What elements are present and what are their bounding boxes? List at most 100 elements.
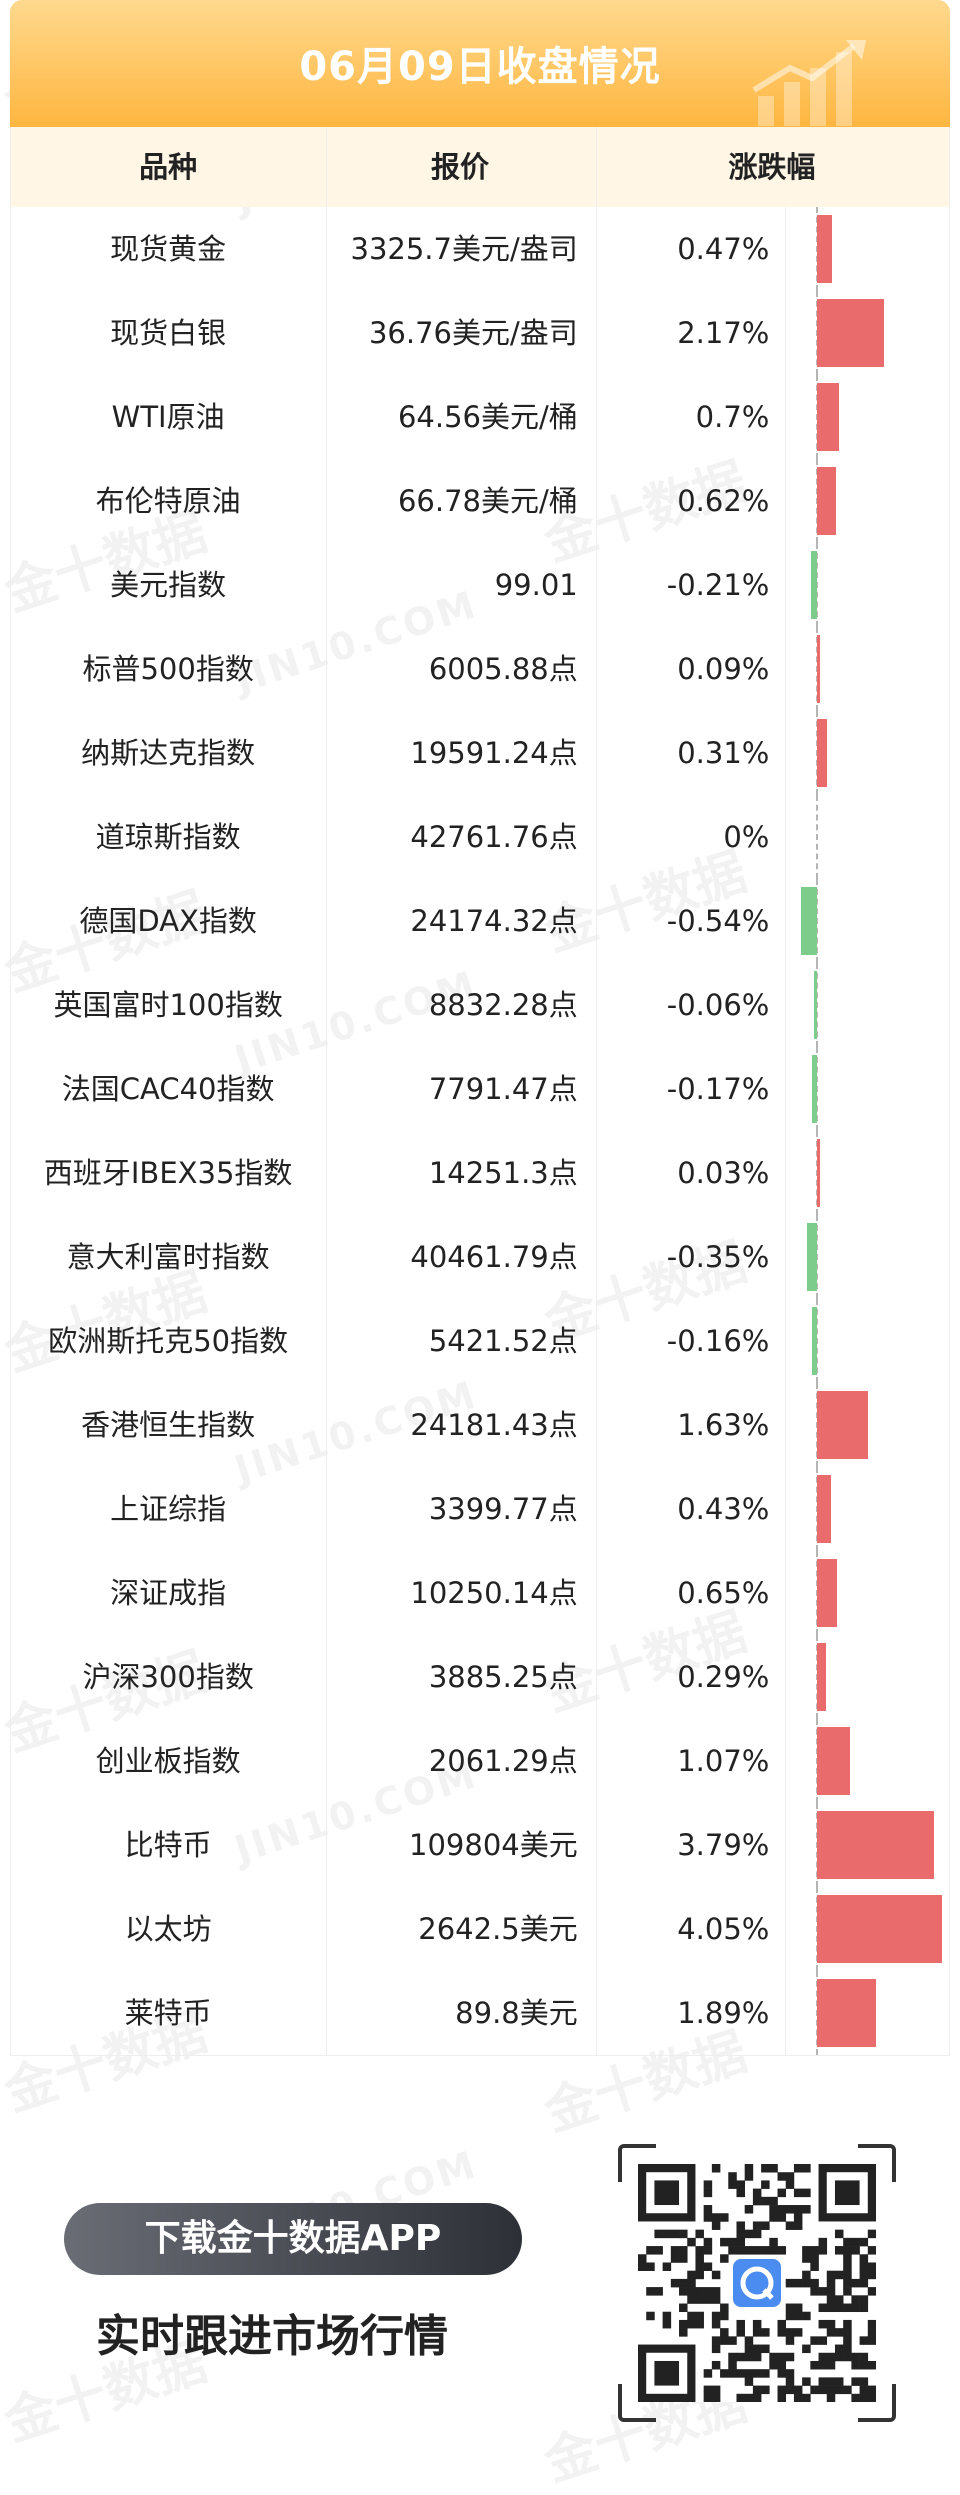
table-row: 意大利富时指数 40461.79点 -0.35% <box>11 1215 949 1299</box>
table-row: 法国CAC40指数 7791.47点 -0.17% <box>11 1047 949 1131</box>
change-percent: 0.31% <box>677 736 770 770</box>
instrument-name: 莱特币 <box>124 1996 212 2030</box>
change-percent: 0.29% <box>677 1660 770 1694</box>
table-row: 美元指数 99.01 -0.21% <box>11 543 949 627</box>
change-percent: 0.43% <box>677 1492 770 1526</box>
instrument-price: 99.01 <box>494 568 578 602</box>
instrument-name: 纳斯达克指数 <box>81 736 256 770</box>
change-percent: -0.21% <box>666 568 770 602</box>
change-bar <box>810 551 818 619</box>
change-bar-cell <box>783 711 949 795</box>
change-percent: -0.54% <box>666 904 770 938</box>
change-percent: -0.16% <box>666 1324 770 1358</box>
change-bar-cell <box>783 1047 949 1131</box>
instrument-price: 42761.76点 <box>410 820 578 854</box>
card-header: 06月09日收盘情况 <box>10 0 950 127</box>
change-bar-cell <box>783 1467 949 1551</box>
change-bar-cell <box>783 207 949 291</box>
instrument-price: 3325.7美元/盎司 <box>350 232 578 266</box>
instrument-price: 14251.3点 <box>428 1156 578 1190</box>
column-header-change: 涨跌幅 <box>728 150 816 184</box>
table-row: 比特币 109804美元 3.79% <box>11 1803 949 1887</box>
change-bar <box>817 467 837 535</box>
change-bar-cell <box>783 1551 949 1635</box>
change-bar <box>817 215 832 283</box>
instrument-name: 道琼斯指数 <box>95 820 241 854</box>
table-row: 深证成指 10250.14点 0.65% <box>11 1551 949 1635</box>
change-bar <box>800 887 818 955</box>
table-row: WTI原油 64.56美元/桶 0.7% <box>11 375 949 459</box>
change-bar <box>817 1391 868 1459</box>
table-row: 布伦特原油 66.78美元/桶 0.62% <box>11 459 949 543</box>
instrument-name: 比特币 <box>124 1828 212 1862</box>
change-percent: 0.47% <box>677 232 770 266</box>
instrument-name: 美元指数 <box>110 568 227 602</box>
tagline: 实时跟进市场行情 <box>96 2311 448 2362</box>
table-row: 德国DAX指数 24174.32点 -0.54% <box>11 879 949 963</box>
page-title: 06月09日收盘情况 <box>299 44 661 90</box>
change-bar-cell <box>783 1131 949 1215</box>
instrument-price: 8832.28点 <box>428 988 578 1022</box>
table-row: 创业板指数 2061.29点 1.07% <box>11 1719 949 1803</box>
table-row: 现货黄金 3325.7美元/盎司 0.47% <box>11 207 949 291</box>
change-percent: 0.03% <box>677 1156 770 1190</box>
instrument-name: 布伦特原油 <box>95 484 241 518</box>
table-row: 香港恒生指数 24181.43点 1.63% <box>11 1383 949 1467</box>
table-row: 上证综指 3399.77点 0.43% <box>11 1467 949 1551</box>
instrument-name: 现货白银 <box>110 316 227 350</box>
instrument-name: 德国DAX指数 <box>79 904 257 938</box>
instrument-name: 西班牙IBEX35指数 <box>43 1156 293 1190</box>
change-percent: 0% <box>723 820 770 854</box>
change-percent: 4.05% <box>677 1912 770 1946</box>
change-percent: 1.07% <box>677 1744 770 1778</box>
change-bar <box>817 635 821 703</box>
change-percent: 1.89% <box>677 1996 770 2030</box>
change-bar-cell <box>783 375 949 459</box>
change-bar-cell <box>783 1803 949 1887</box>
change-bar-cell <box>783 627 949 711</box>
market-close-card: 06月09日收盘情况 品种 报价 涨跌幅 现货黄金 3325.7美元/盎司 0.47… <box>10 0 950 2056</box>
table-row: 道琼斯指数 42761.76点 0% <box>11 795 949 879</box>
change-bar-cell <box>783 879 949 963</box>
change-bar <box>812 1055 818 1123</box>
table-row: 纳斯达克指数 19591.24点 0.31% <box>11 711 949 795</box>
change-bar-cell <box>783 1383 949 1467</box>
change-bar <box>817 719 827 787</box>
table-header: 品种 报价 涨跌幅 <box>11 127 949 207</box>
instrument-price: 40461.79点 <box>410 1240 578 1274</box>
change-bar <box>806 1223 818 1291</box>
instrument-price: 89.8美元 <box>455 1996 578 2030</box>
instrument-price: 2061.29点 <box>428 1744 578 1778</box>
table-row: 英国富时100指数 8832.28点 -0.06% <box>11 963 949 1047</box>
change-bar-cell <box>783 963 949 1047</box>
change-bar-cell <box>783 543 949 627</box>
instrument-name: 意大利富时指数 <box>66 1240 270 1274</box>
instrument-name: 法国CAC40指数 <box>61 1072 275 1106</box>
qr-code-icon <box>638 2164 876 2402</box>
table-row: 沪深300指数 3885.25点 0.29% <box>11 1635 949 1719</box>
column-header-name: 品种 <box>139 150 198 184</box>
change-percent: -0.35% <box>666 1240 770 1274</box>
instrument-name: 创业板指数 <box>95 1744 241 1778</box>
change-percent: 0.62% <box>677 484 770 518</box>
change-percent: -0.06% <box>666 988 770 1022</box>
instrument-price: 2642.5美元 <box>418 1912 578 1946</box>
instrument-price: 66.78美元/桶 <box>397 484 578 518</box>
instrument-name: 标普500指数 <box>82 652 254 686</box>
instrument-name: WTI原油 <box>111 400 225 434</box>
table-row: 现货白银 36.76美元/盎司 2.17% <box>11 291 949 375</box>
instrument-price: 24174.32点 <box>410 904 578 938</box>
table-row: 西班牙IBEX35指数 14251.3点 0.03% <box>11 1131 949 1215</box>
change-percent: -0.17% <box>666 1072 770 1106</box>
download-app-button[interactable]: 下载金十数据APP <box>64 2203 522 2275</box>
quotes-table: 品种 报价 涨跌幅 现货黄金 3325.7美元/盎司 0.47% 现货白银 36.76美… <box>10 127 950 2056</box>
instrument-name: 深证成指 <box>110 1576 227 1610</box>
qr-code <box>618 2144 896 2422</box>
change-bar-cell <box>783 1971 949 2055</box>
change-bar <box>817 383 839 451</box>
change-bar <box>817 1979 876 2047</box>
change-percent: 3.79% <box>677 1828 770 1862</box>
table-row: 欧洲斯托克50指数 5421.52点 -0.16% <box>11 1299 949 1383</box>
change-bar <box>812 1307 818 1375</box>
change-bar <box>817 1643 827 1711</box>
